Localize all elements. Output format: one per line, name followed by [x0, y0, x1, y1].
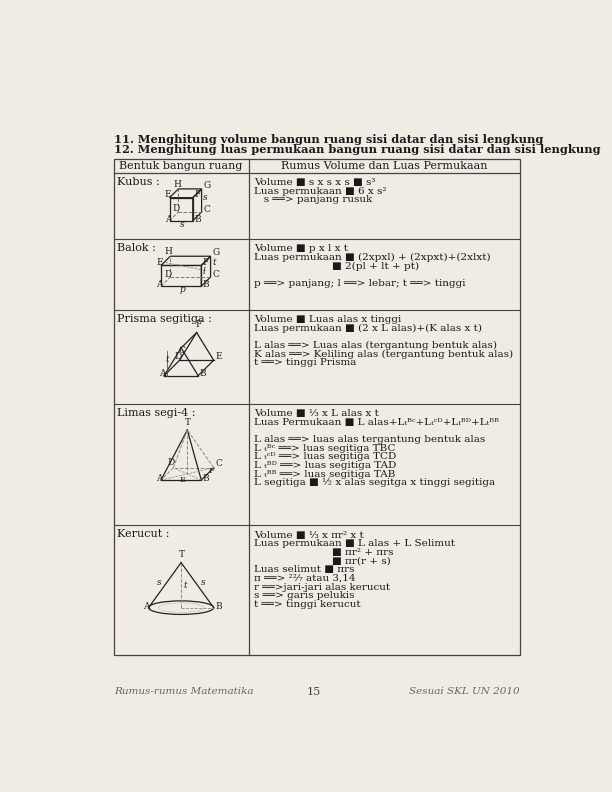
- Text: 12. Menghitung luas permukaan bangun ruang sisi datar dan sisi lengkung: 12. Menghitung luas permukaan bangun rua…: [114, 144, 600, 154]
- Text: Luas permukaan ■ (2xpxl) + (2xpxt)+(2xlxt): Luas permukaan ■ (2xpxl) + (2xpxt)+(2xlx…: [254, 253, 491, 262]
- Text: Volume ■ Luas alas x tinggi: Volume ■ Luas alas x tinggi: [254, 315, 401, 324]
- Text: Kubus :: Kubus :: [117, 177, 160, 187]
- Text: ■ πr² + πrs: ■ πr² + πrs: [254, 548, 394, 557]
- Text: A: A: [165, 215, 171, 223]
- Text: E: E: [179, 476, 185, 485]
- Text: s ══> panjang rusuk: s ══> panjang rusuk: [254, 196, 372, 204]
- Text: E: E: [165, 190, 171, 199]
- Text: D: D: [174, 352, 181, 360]
- Text: Prisma segitiga :: Prisma segitiga :: [117, 314, 212, 324]
- Text: s ══> garis pelukis: s ══> garis pelukis: [254, 591, 354, 600]
- Text: Luas Permukaan ■ L alas+Lₜᴮᶜ+Lₜᶜᴰ+Lₜᴮᴰ+Lₜᴮᴮ: Luas Permukaan ■ L alas+Lₜᴮᶜ+Lₜᶜᴰ+Lₜᴮᴰ+L…: [254, 418, 499, 427]
- Text: A: A: [155, 474, 162, 483]
- Text: t ══> tinggi Prisma: t ══> tinggi Prisma: [254, 358, 356, 367]
- Text: 15: 15: [307, 687, 321, 697]
- Text: F: F: [195, 320, 201, 329]
- Text: B: B: [203, 474, 209, 483]
- Text: s: s: [157, 578, 162, 587]
- Text: F: F: [194, 190, 201, 199]
- Text: t: t: [184, 581, 187, 590]
- Text: l: l: [203, 268, 206, 276]
- Text: Luas permukaan ■ (2 x L alas)+(K alas x t): Luas permukaan ■ (2 x L alas)+(K alas x …: [254, 324, 482, 333]
- Text: s: s: [201, 578, 205, 587]
- Text: Luas selimut ■ πrs: Luas selimut ■ πrs: [254, 565, 354, 574]
- Text: A: A: [159, 369, 165, 379]
- Text: C: C: [179, 345, 185, 355]
- Text: H: H: [174, 180, 182, 188]
- Text: Volume ■ ¹⁄₃ x πr² x t: Volume ■ ¹⁄₃ x πr² x t: [254, 531, 364, 540]
- Text: C: C: [212, 270, 219, 279]
- Text: A: A: [156, 280, 163, 289]
- Text: Rumus Volume dan Luas Permukaan: Rumus Volume dan Luas Permukaan: [281, 161, 487, 171]
- Text: K alas ══> Keliling alas (tergantung bentuk alas): K alas ══> Keliling alas (tergantung ben…: [254, 350, 513, 359]
- Text: D: D: [164, 270, 171, 279]
- Text: t: t: [166, 355, 170, 364]
- Text: Kerucut :: Kerucut :: [117, 529, 170, 539]
- Text: Volume ■ p x l x t: Volume ■ p x l x t: [254, 245, 348, 253]
- Text: ■ πr(r + s): ■ πr(r + s): [254, 557, 390, 565]
- Text: G: G: [203, 181, 211, 190]
- Text: Limas segi-4 :: Limas segi-4 :: [117, 408, 195, 417]
- Bar: [114, 159, 520, 655]
- Text: ■ 2(pl + lt + pt): ■ 2(pl + lt + pt): [254, 261, 419, 271]
- Text: π ══> ²²⁄₇ atau 3,14: π ══> ²²⁄₇ atau 3,14: [254, 574, 356, 583]
- Text: C: C: [203, 205, 210, 214]
- Text: L ₜᶜᴰ ══> luas segitiga TCD: L ₜᶜᴰ ══> luas segitiga TCD: [254, 452, 396, 461]
- Text: T: T: [185, 417, 191, 427]
- Text: L ₜᴮᶜ ══> luas segitiga TBC: L ₜᴮᶜ ══> luas segitiga TBC: [254, 444, 395, 453]
- Text: G: G: [212, 249, 219, 257]
- Text: L ₜᴮᴰ ══> luas segitiga TAD: L ₜᴮᴰ ══> luas segitiga TAD: [254, 461, 397, 470]
- Text: p ══> panjang; l ══> lebar; t ══> tinggi: p ══> panjang; l ══> lebar; t ══> tinggi: [254, 279, 466, 288]
- Text: B: B: [194, 215, 201, 223]
- Text: F: F: [208, 467, 214, 475]
- Text: Luas permukaan ■ L alas + L Selimut: Luas permukaan ■ L alas + L Selimut: [254, 539, 455, 549]
- Text: r ══>jari-jari alas kerucut: r ══>jari-jari alas kerucut: [254, 583, 390, 592]
- Text: L segitiga ■ ½ x alas segitga x tinggi segitiga: L segitiga ■ ½ x alas segitga x tinggi s…: [254, 478, 495, 488]
- Text: D: D: [167, 459, 174, 467]
- Text: A: A: [143, 602, 150, 611]
- Text: 11. Menghitung volume bangun ruang sisi datar dan sisi lengkung: 11. Menghitung volume bangun ruang sisi …: [114, 134, 543, 145]
- Text: Bentuk bangun ruang: Bentuk bangun ruang: [119, 161, 243, 171]
- Text: E: E: [215, 352, 222, 360]
- Text: H: H: [165, 247, 173, 256]
- Text: L ₜᴮᴮ ══> luas segitiga TAB: L ₜᴮᴮ ══> luas segitiga TAB: [254, 470, 395, 478]
- Text: C: C: [215, 459, 222, 468]
- Text: B: B: [203, 280, 209, 289]
- Text: Volume ■ s x s x s ■ s³: Volume ■ s x s x s ■ s³: [254, 178, 375, 187]
- Text: t ══> tinggi kerucut: t ══> tinggi kerucut: [254, 600, 360, 609]
- Text: p: p: [179, 285, 185, 295]
- Text: L alas ══> Luas alas (tergantung bentuk alas): L alas ══> Luas alas (tergantung bentuk …: [254, 341, 497, 350]
- Text: Volume ■ ¹⁄₃ x L alas x t: Volume ■ ¹⁄₃ x L alas x t: [254, 409, 379, 418]
- Text: t: t: [212, 258, 216, 267]
- Text: Rumus-rumus Matematika: Rumus-rumus Matematika: [114, 687, 253, 696]
- Text: B: B: [215, 602, 222, 611]
- Text: Sesuai SKL UN 2010: Sesuai SKL UN 2010: [409, 687, 520, 696]
- Text: B: B: [200, 369, 206, 379]
- Text: T: T: [179, 550, 185, 559]
- Text: L alas ══> luas alas tergantung bentuk alas: L alas ══> luas alas tergantung bentuk a…: [254, 435, 485, 444]
- Text: s: s: [179, 220, 184, 229]
- Text: F: F: [203, 257, 209, 267]
- Text: Balok :: Balok :: [117, 243, 155, 253]
- Text: D: D: [173, 204, 180, 213]
- Text: Luas permukaan ■ 6 x s²: Luas permukaan ■ 6 x s²: [254, 187, 386, 196]
- Text: s: s: [203, 193, 207, 203]
- Text: E: E: [156, 257, 163, 267]
